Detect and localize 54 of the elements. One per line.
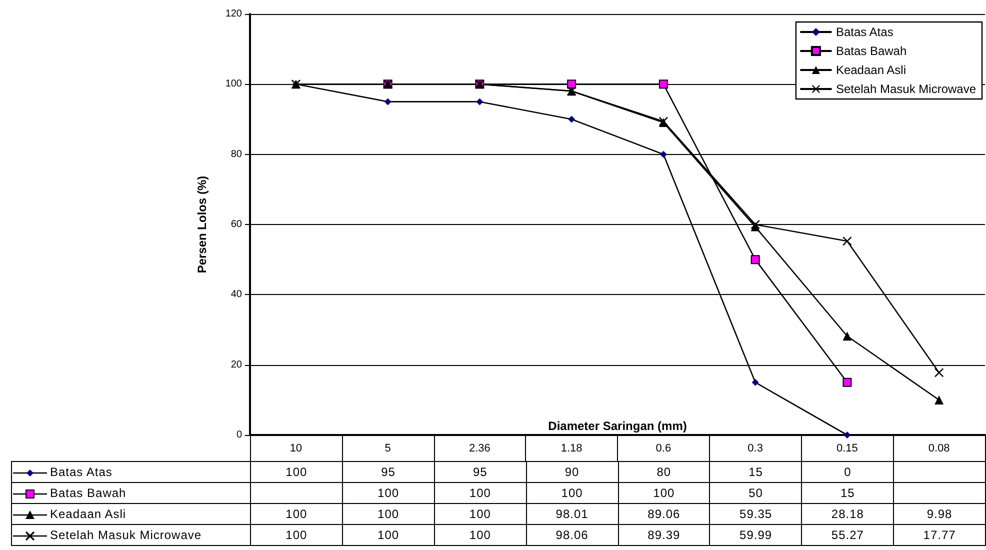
x-tick-label: 0.15 — [836, 442, 858, 454]
data-label: 98.06 — [526, 524, 618, 546]
text: Batas Bawah — [50, 486, 126, 500]
legend-label: Batas Bawah — [836, 44, 907, 58]
data-label: 28.18 — [802, 504, 894, 524]
x-tick-label: 10 — [290, 442, 302, 454]
data-label: 15 — [710, 462, 802, 482]
data-label: 100 — [342, 504, 434, 524]
x-tick-label: 0.08 — [928, 442, 950, 454]
data-label: 95 — [342, 462, 434, 482]
data-label: 80 — [618, 462, 710, 482]
data-label: 89.39 — [618, 524, 710, 546]
data-label: 55.27 — [802, 524, 894, 546]
data-label: 95 — [434, 462, 526, 482]
data-label: 89.06 — [618, 504, 710, 524]
y-tick-label: 60 — [230, 219, 242, 230]
x-axis-title: Diameter Saringan (mm) — [548, 419, 687, 433]
data-label: 100 — [250, 524, 342, 546]
data-label: 0 — [802, 462, 894, 482]
data-label: 15 — [802, 482, 894, 504]
text: Batas Atas — [50, 465, 112, 479]
y-tick-label: 0 — [236, 430, 242, 440]
y-axis-title: Persen Lolos (%) — [195, 176, 209, 274]
data-label: 100 — [342, 524, 434, 546]
y-tick-label: 80 — [230, 148, 242, 160]
legend-label: Setelah Masuk Microwave — [836, 82, 976, 96]
data-label: 100 — [342, 482, 434, 504]
text: Keadaan Asli — [50, 507, 126, 521]
y-tick-label: 120 — [225, 8, 242, 20]
legend-label: Keadaan Asli — [836, 63, 906, 77]
data-label: 50 — [710, 482, 802, 504]
data-label: 100 — [250, 504, 342, 524]
data-label: 90 — [526, 462, 618, 482]
data-label: 100 — [526, 482, 618, 504]
data-label: 100 — [434, 482, 526, 504]
y-tick-label: 40 — [230, 289, 242, 300]
data-label: 17.77 — [894, 524, 986, 546]
data-label: 9.98 — [894, 504, 986, 524]
data-label: 59.99 — [710, 524, 802, 546]
data-label: 100 — [434, 524, 526, 546]
x-tick-label: 5 — [384, 442, 391, 454]
legend-label: Batas Atas — [836, 25, 894, 39]
x-tick-label: 1.18 — [560, 442, 582, 454]
data-label: 59.35 — [710, 504, 802, 524]
x-tick-label: 0.6 — [656, 442, 672, 454]
data-label: 100 — [434, 504, 526, 524]
data-label: 98.01 — [526, 504, 618, 524]
data-label: 100 — [250, 462, 342, 482]
y-tick-label: 20 — [230, 359, 242, 370]
data-label: 100 — [618, 482, 710, 504]
y-tick-label: 100 — [225, 78, 242, 90]
x-tick-label: 0.3 — [748, 442, 763, 454]
x-tick-label: 2.36 — [468, 442, 490, 454]
text: Setelah Masuk Microwave — [50, 528, 202, 542]
